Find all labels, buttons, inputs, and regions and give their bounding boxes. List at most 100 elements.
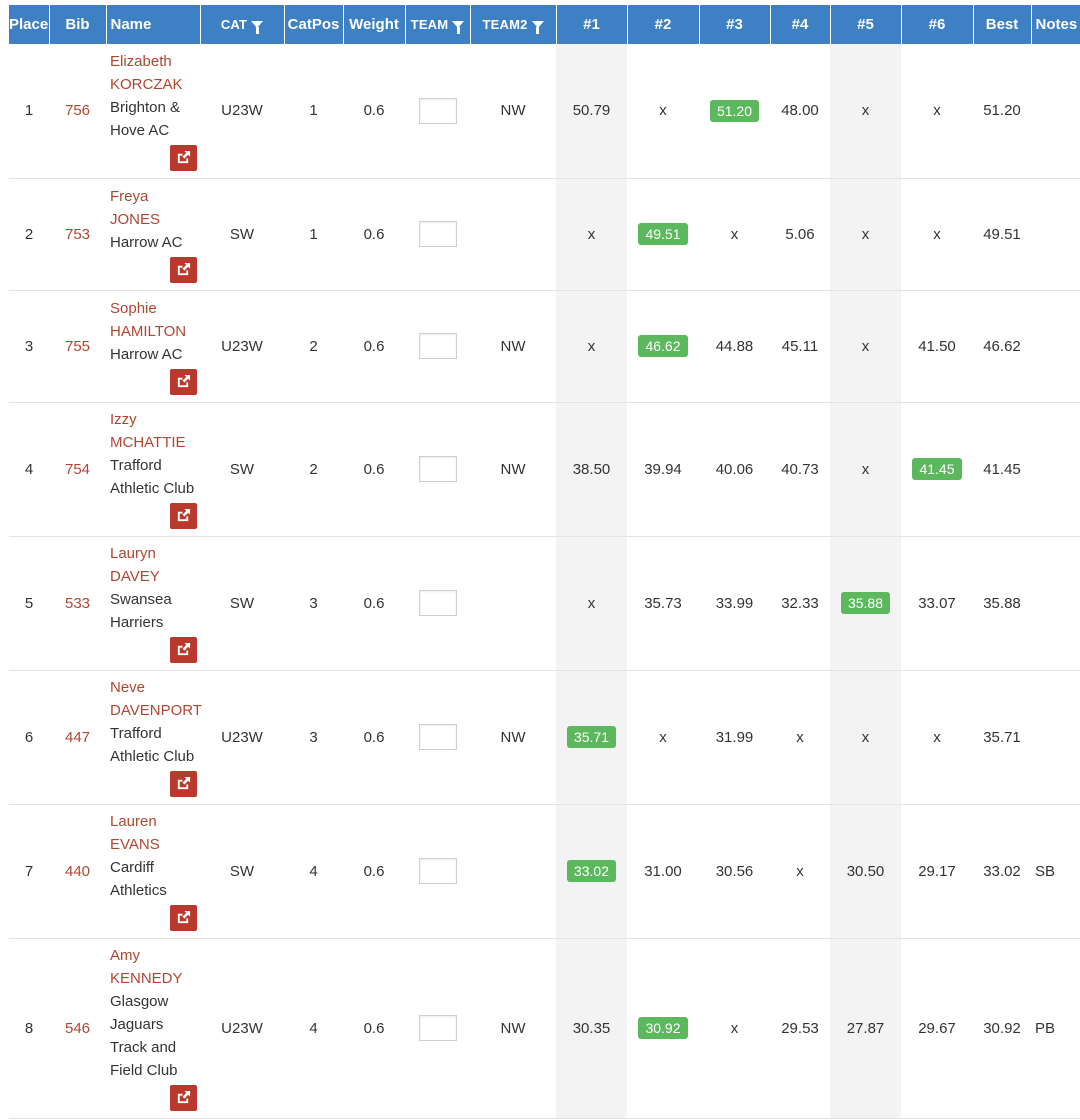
team-filter-icon[interactable] xyxy=(452,21,465,35)
team-input[interactable] xyxy=(418,724,457,750)
col-trial-6[interactable]: #6 xyxy=(901,5,974,44)
col-bib[interactable]: Bib xyxy=(49,5,107,44)
share-row xyxy=(110,902,197,932)
athlete-first-name-link[interactable]: Lauryn xyxy=(110,545,156,562)
team-cell xyxy=(405,938,470,1119)
share-button[interactable] xyxy=(170,637,197,663)
athlete-first-name-link[interactable]: Neve xyxy=(110,679,146,696)
name-cell: Amy KENNEDY Glasgow Jaguars Track and Field C… xyxy=(106,938,200,1119)
col-team[interactable]: TEAM xyxy=(405,5,471,44)
col-trial-4[interactable]: #4 xyxy=(770,5,831,44)
trial-mark: x xyxy=(933,102,941,120)
athlete-club-line: Brighton & xyxy=(110,98,181,116)
share-icon xyxy=(177,262,191,275)
share-icon xyxy=(177,910,191,924)
bib-cell[interactable]: 440 xyxy=(49,804,106,939)
team-input[interactable] xyxy=(418,590,457,616)
weight-value: 0.6 xyxy=(363,862,385,880)
bib-link[interactable]: 546 xyxy=(64,1019,91,1037)
best-cell: 41.45 xyxy=(973,402,1031,537)
place-cell: 6 xyxy=(9,670,49,805)
col-team2[interactable]: TEAM2 xyxy=(470,5,557,44)
trial-mark: x xyxy=(796,728,804,746)
athlete-last-name-link[interactable]: JONES xyxy=(110,210,161,228)
bib-link[interactable]: 533 xyxy=(64,594,91,612)
bib-link[interactable]: 756 xyxy=(64,102,91,120)
col-weight[interactable]: Weight xyxy=(343,5,406,44)
trial-3-cell: 33.99 xyxy=(699,536,770,671)
col-trial-1[interactable]: #1 xyxy=(556,5,628,44)
share-button[interactable] xyxy=(170,905,197,931)
athlete-last-name-link[interactable]: HAMILTON xyxy=(110,322,187,340)
col-best[interactable]: Best xyxy=(973,5,1032,44)
col-trial-5[interactable]: #5 xyxy=(830,5,902,44)
cat-cell: SW xyxy=(200,178,284,291)
athlete-first-name-link[interactable]: Sophie xyxy=(110,299,157,317)
trial-6-cell: 29.17 xyxy=(901,804,973,939)
athlete-first-name-link[interactable]: Freya xyxy=(110,187,149,205)
bib-cell[interactable]: 755 xyxy=(49,290,106,403)
team-input[interactable] xyxy=(418,456,457,482)
col-trial-2[interactable]: #2 xyxy=(627,5,700,44)
team-cell xyxy=(405,290,470,403)
col-trial-3[interactable]: #3 xyxy=(699,5,771,44)
col-name[interactable]: Name xyxy=(106,5,201,44)
team-cell xyxy=(405,670,470,805)
share-button[interactable] xyxy=(170,368,197,395)
trial-2-cell: 30.92 xyxy=(627,938,699,1119)
best-cell: 33.02 xyxy=(973,804,1031,939)
col-catpos[interactable]: CatPos xyxy=(284,5,344,44)
col-notes[interactable]: Notes xyxy=(1031,5,1080,44)
share-row xyxy=(110,142,197,172)
cat-value: U23W xyxy=(221,337,263,355)
bib-link[interactable]: 755 xyxy=(64,337,91,355)
athlete-last-name-link[interactable]: EVANS xyxy=(110,836,160,853)
trial-3-cell: x xyxy=(699,178,770,291)
bib-link[interactable]: 754 xyxy=(64,460,91,478)
team-input[interactable] xyxy=(418,1015,457,1041)
trial-3-cell: 40.06 xyxy=(699,402,770,537)
bib-cell[interactable]: 756 xyxy=(49,44,106,179)
team2-filter-icon[interactable] xyxy=(531,21,544,35)
bib-link[interactable]: 447 xyxy=(64,728,91,746)
team-input[interactable] xyxy=(418,333,457,359)
bib-link[interactable]: 440 xyxy=(64,862,91,880)
catpos-value: 2 xyxy=(309,460,318,478)
athlete-first-name-link[interactable]: Izzy xyxy=(110,411,137,428)
bib-link[interactable]: 753 xyxy=(64,225,91,243)
best-cell: 35.71 xyxy=(973,670,1031,805)
trial-mark: x xyxy=(861,728,870,746)
team-cell xyxy=(405,178,470,291)
athlete-last-name-link[interactable]: DAVEY xyxy=(110,568,160,585)
athlete-first-name-link[interactable]: Elizabeth xyxy=(110,52,172,70)
share-button[interactable] xyxy=(170,1085,197,1111)
share-button[interactable] xyxy=(170,256,197,283)
team-input[interactable] xyxy=(418,858,457,884)
col-trial-1-label: #1 xyxy=(583,16,600,33)
team-input[interactable] xyxy=(418,221,457,247)
bib-cell[interactable]: 546 xyxy=(49,938,106,1119)
share-button[interactable] xyxy=(170,144,197,171)
athlete-last-name-link[interactable]: KENNEDY xyxy=(110,970,183,987)
share-icon xyxy=(177,776,191,790)
trial-4-cell: x xyxy=(770,804,830,939)
cat-filter-icon[interactable] xyxy=(251,21,264,35)
place-value: 7 xyxy=(24,862,34,880)
bib-cell[interactable]: 754 xyxy=(49,402,106,537)
athlete-last-name-link[interactable]: KORCZAK xyxy=(110,75,183,93)
team-input[interactable] xyxy=(418,97,457,124)
notes-cell: SB xyxy=(1031,804,1080,939)
athlete-last-name-link[interactable]: MCHATTIE xyxy=(110,434,186,451)
share-button[interactable] xyxy=(170,503,197,529)
best-value: 33.02 xyxy=(983,862,1021,880)
place-cell: 4 xyxy=(9,402,49,537)
share-button[interactable] xyxy=(170,771,197,797)
col-place[interactable]: Place xyxy=(9,5,50,44)
bib-cell[interactable]: 753 xyxy=(49,178,106,291)
athlete-first-name-link[interactable]: Amy xyxy=(110,947,140,964)
athlete-first-name-link[interactable]: Lauren xyxy=(110,813,157,830)
bib-cell[interactable]: 533 xyxy=(49,536,106,671)
col-cat[interactable]: CAT xyxy=(200,5,285,44)
athlete-last-name-link[interactable]: DAVENPORT xyxy=(110,702,202,719)
bib-cell[interactable]: 447 xyxy=(49,670,106,805)
